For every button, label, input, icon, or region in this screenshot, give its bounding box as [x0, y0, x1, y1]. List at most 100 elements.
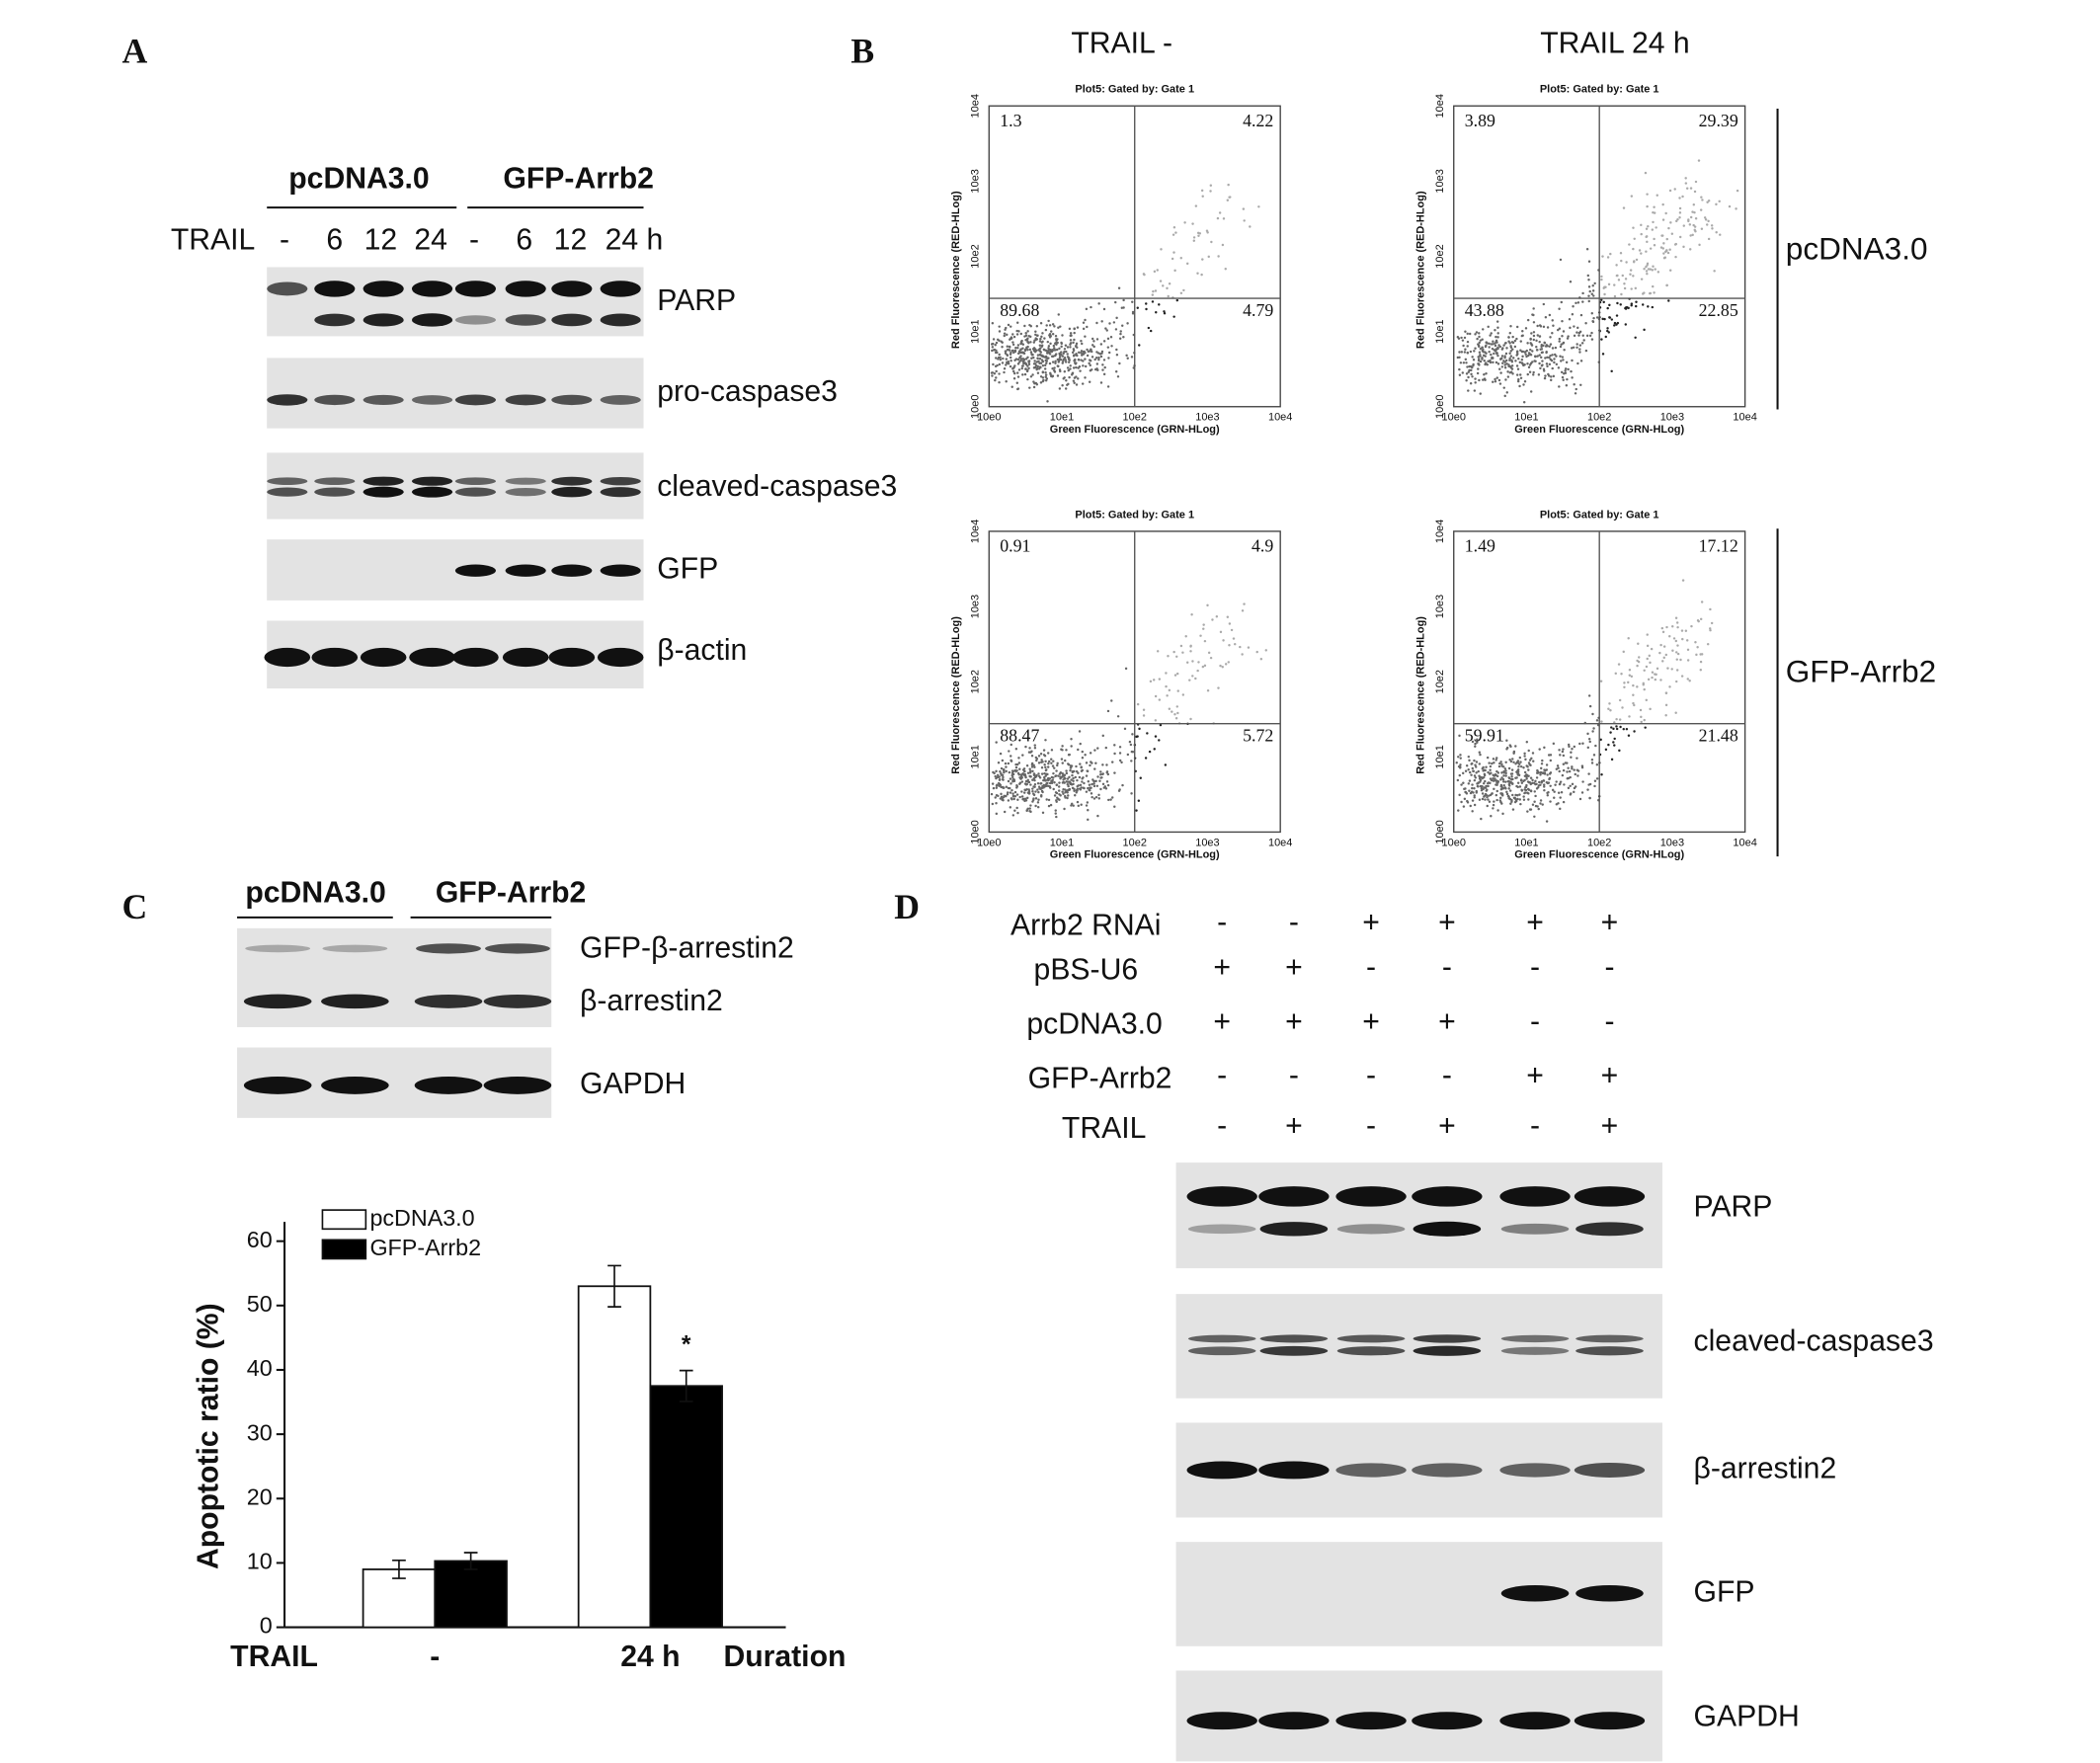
flow-dot — [996, 351, 999, 355]
flow-dot — [1016, 811, 1019, 815]
flow-dot — [996, 338, 1000, 342]
flow-dot — [1468, 789, 1471, 792]
flow-dot — [1653, 244, 1656, 247]
flow-dot — [991, 802, 995, 806]
flow-dot — [1573, 334, 1576, 338]
flow-dot — [994, 343, 997, 347]
flow-dot — [1621, 706, 1624, 709]
flow-dot — [1029, 341, 1032, 344]
flow-dot — [1041, 379, 1045, 383]
flow-dot — [1679, 658, 1682, 662]
y-tick-label: 10e2 — [969, 244, 981, 268]
flow-dot — [1474, 333, 1477, 336]
flow-dot — [1522, 798, 1526, 802]
flow-dot — [1590, 292, 1594, 296]
flow-dot — [1635, 258, 1639, 262]
flow-dot — [1517, 764, 1520, 768]
flow-dot — [1629, 273, 1632, 276]
flow-dot — [1156, 269, 1160, 272]
flow-dot — [1511, 808, 1515, 811]
flow-dot — [1020, 795, 1024, 798]
flow-dot — [1015, 793, 1019, 796]
flow-dot — [1684, 629, 1688, 632]
flow-dot — [1586, 274, 1590, 278]
flow-dot — [992, 338, 996, 341]
flow-dot — [1009, 755, 1012, 758]
flow-dot — [1101, 363, 1104, 366]
flow-dot — [1670, 232, 1674, 235]
flow-dot — [1516, 379, 1520, 383]
flow-dot — [1059, 770, 1063, 774]
flow-dot — [1165, 684, 1168, 688]
flow-dot — [1085, 761, 1089, 764]
flow-dot — [1054, 353, 1058, 356]
flow-dot — [1090, 348, 1092, 352]
condition-value: - — [1530, 1005, 1540, 1038]
flow-dot — [1492, 758, 1495, 761]
flow-dot — [1636, 664, 1639, 668]
flow-dot — [1490, 771, 1493, 775]
flow-dot — [1604, 748, 1608, 752]
flow-dot — [1573, 383, 1575, 386]
flow-dot — [1142, 273, 1146, 276]
flow-dot — [1643, 687, 1646, 691]
flow-dot — [1017, 368, 1021, 371]
flow-dot — [1536, 355, 1539, 358]
flow-dot — [1104, 327, 1107, 330]
flow-dot — [1015, 806, 1018, 810]
flow-dot — [1055, 783, 1058, 787]
flow-dot — [1498, 796, 1502, 800]
flow-dot — [1228, 622, 1232, 625]
flow-dot — [1504, 769, 1507, 772]
flow-dot — [1092, 797, 1096, 800]
flow-dot — [1515, 325, 1519, 329]
flow-dot — [1073, 789, 1076, 792]
condition-value: + — [1213, 1005, 1231, 1038]
flow-dot — [1653, 211, 1656, 214]
flow-dot — [1587, 260, 1591, 263]
blot-band — [551, 394, 593, 406]
flow-dot — [1123, 727, 1127, 731]
flow-dot — [1179, 644, 1183, 648]
flow-dot — [1181, 651, 1184, 654]
y-tick-label: 10e0 — [1434, 395, 1446, 419]
x-tick-label: 10e2 — [1587, 837, 1611, 848]
flow-dot — [1203, 639, 1207, 643]
flow-dot — [1494, 329, 1496, 332]
flow-dot — [1491, 761, 1494, 765]
flow-dot — [1661, 247, 1665, 250]
flow-dot — [1078, 365, 1082, 368]
flow-dot — [1607, 282, 1611, 286]
blot-band — [363, 486, 404, 498]
flow-dot — [1207, 651, 1211, 655]
flow-dot — [1010, 360, 1012, 362]
flow-dot — [1634, 286, 1638, 290]
flow-dot — [1632, 261, 1636, 264]
flow-dot — [1029, 751, 1032, 754]
flow-dot — [1004, 761, 1008, 765]
flow-dot — [1632, 701, 1635, 705]
blot-band — [1259, 1345, 1329, 1356]
flow-dot — [1522, 766, 1525, 769]
flow-dot — [1622, 727, 1625, 731]
flow-dot — [1203, 664, 1207, 668]
flow-dot — [1075, 383, 1079, 386]
flow-dot — [1078, 730, 1082, 733]
flow-dot — [1496, 346, 1499, 350]
flow-dot — [1694, 641, 1697, 644]
flow-dot — [1135, 735, 1138, 739]
condition-label: TRAIL — [1062, 1112, 1146, 1145]
flow-dot — [1503, 363, 1506, 366]
flow-dot — [1540, 762, 1544, 765]
flow-dot — [1084, 318, 1087, 322]
flow-dot — [1509, 345, 1512, 348]
flow-dot — [1613, 324, 1616, 327]
flow-dot — [999, 752, 1003, 756]
flow-dot — [1557, 766, 1560, 769]
flow-dot — [1572, 305, 1575, 308]
flow-dot — [1595, 777, 1599, 780]
condition-value: + — [1438, 1005, 1456, 1038]
flow-dot — [1032, 356, 1035, 360]
flow-dot — [1682, 245, 1685, 249]
flow-dot — [1515, 337, 1518, 341]
